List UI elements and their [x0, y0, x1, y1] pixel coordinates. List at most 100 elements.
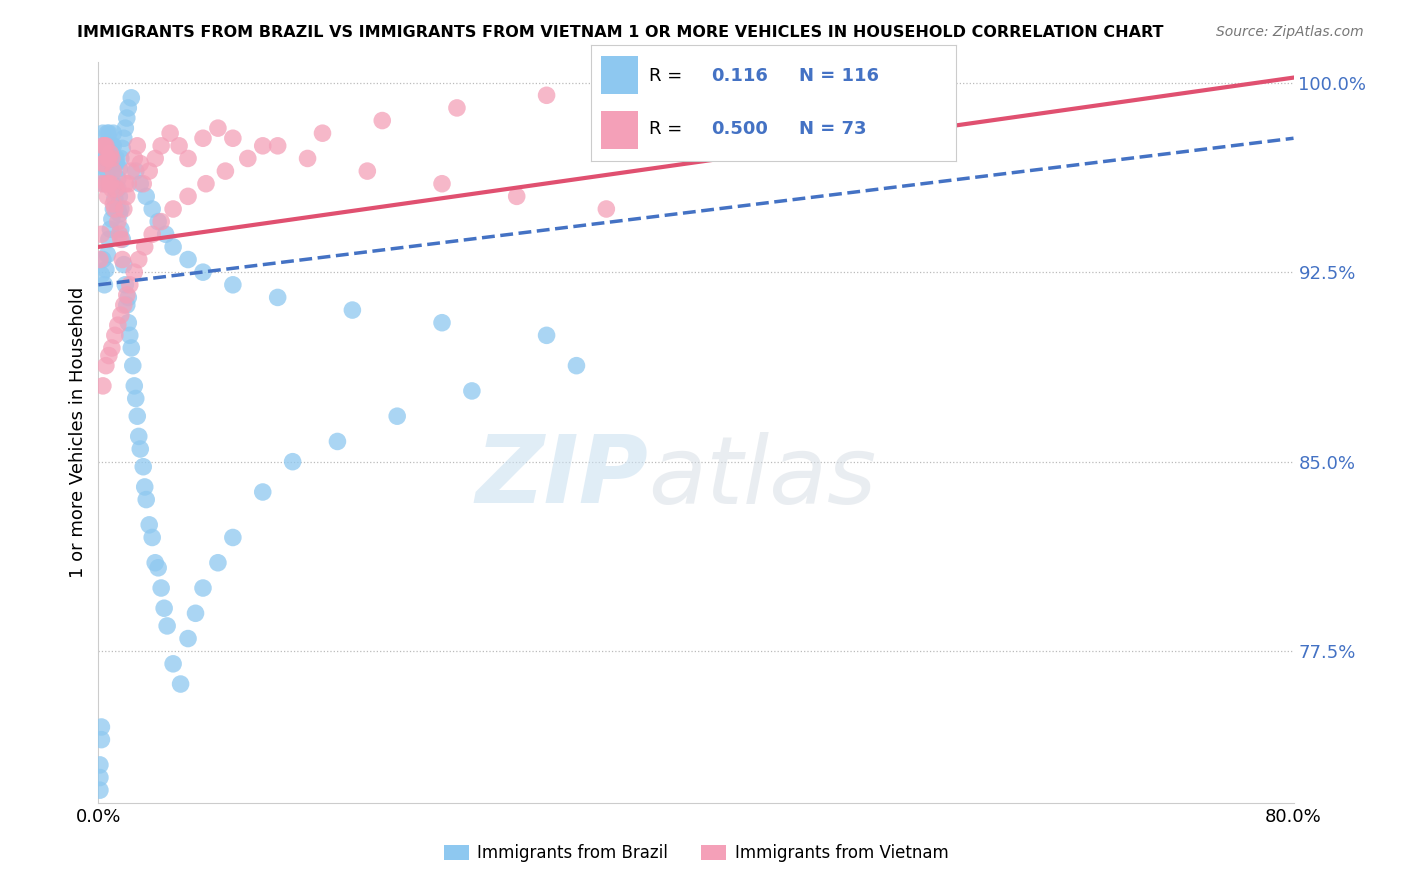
Bar [602, 111, 638, 149]
Point [222, 277, 245, 292]
Point [89, 758, 111, 772]
Point [101, 177, 124, 191]
Point [311, 126, 333, 140]
Point [104, 202, 127, 216]
Point [138, 517, 160, 532]
Point [132, 177, 155, 191]
Point [595, 202, 617, 216]
Point [107, 214, 129, 228]
Point [112, 202, 135, 216]
Point [153, 601, 176, 615]
Point [177, 632, 200, 646]
Point [143, 556, 166, 570]
Point [117, 101, 139, 115]
Point [104, 328, 127, 343]
Legend: Immigrants from Brazil, Immigrants from Vietnam: Immigrants from Brazil, Immigrants from … [437, 838, 955, 869]
Point [97, 232, 120, 246]
Point [108, 207, 131, 221]
Point [141, 202, 163, 216]
Text: 0.500: 0.500 [711, 120, 768, 138]
Point [132, 459, 155, 474]
Point [115, 189, 138, 203]
Point [156, 619, 179, 633]
Point [117, 290, 139, 304]
Point [98, 156, 122, 170]
Point [150, 214, 173, 228]
Point [565, 359, 588, 373]
Point [162, 657, 184, 671]
Text: N = 116: N = 116 [799, 67, 879, 85]
Point [138, 164, 160, 178]
Point [91, 138, 114, 153]
Text: R =: R = [650, 67, 682, 85]
Point [101, 138, 124, 153]
Point [97, 138, 120, 153]
Point [103, 197, 125, 211]
Point [252, 138, 274, 153]
Point [91, 379, 114, 393]
Point [446, 101, 468, 115]
Point [98, 222, 122, 236]
Point [101, 341, 124, 355]
Point [506, 189, 529, 203]
Point [91, 126, 114, 140]
Point [125, 164, 148, 178]
Point [111, 141, 134, 155]
Point [105, 182, 128, 196]
Point [107, 171, 129, 186]
Point [297, 152, 319, 166]
Point [90, 732, 112, 747]
Point [103, 177, 125, 191]
Point [118, 277, 141, 292]
Point [97, 126, 120, 140]
Point [93, 277, 115, 292]
Point [103, 164, 125, 178]
Point [101, 156, 124, 170]
Point [214, 164, 236, 178]
Point [129, 177, 152, 191]
Text: IMMIGRANTS FROM BRAZIL VS IMMIGRANTS FROM VIETNAM 1 OR MORE VEHICLES IN HOUSEHOL: IMMIGRANTS FROM BRAZIL VS IMMIGRANTS FRO… [77, 25, 1164, 40]
Point [114, 277, 136, 292]
Point [112, 258, 135, 272]
Point [90, 227, 112, 242]
Point [111, 252, 134, 267]
Point [108, 161, 131, 176]
Point [107, 182, 129, 196]
Point [96, 152, 118, 166]
Point [141, 531, 163, 545]
Point [110, 232, 132, 246]
Point [342, 303, 364, 318]
Point [281, 455, 304, 469]
Point [89, 771, 111, 785]
Point [96, 126, 118, 140]
Point [97, 152, 120, 166]
Point [159, 126, 181, 140]
Point [127, 138, 149, 153]
Point [103, 126, 125, 140]
Point [110, 222, 132, 236]
Point [267, 138, 290, 153]
Point [108, 227, 131, 242]
Point [430, 177, 453, 191]
Point [461, 384, 484, 398]
Point [90, 177, 112, 191]
Point [128, 252, 150, 267]
Point [98, 177, 122, 191]
Point [93, 138, 115, 153]
Point [90, 720, 112, 734]
Point [120, 341, 142, 355]
Point [104, 182, 127, 196]
Point [162, 240, 184, 254]
Point [124, 152, 146, 166]
Point [125, 392, 148, 406]
Point [103, 138, 125, 153]
Point [97, 152, 120, 166]
Point [120, 164, 142, 178]
Point [169, 677, 191, 691]
Point [207, 556, 229, 570]
Point [89, 252, 111, 267]
Text: atlas: atlas [648, 432, 876, 523]
Point [252, 485, 274, 500]
Point [89, 783, 111, 797]
Point [94, 138, 117, 153]
